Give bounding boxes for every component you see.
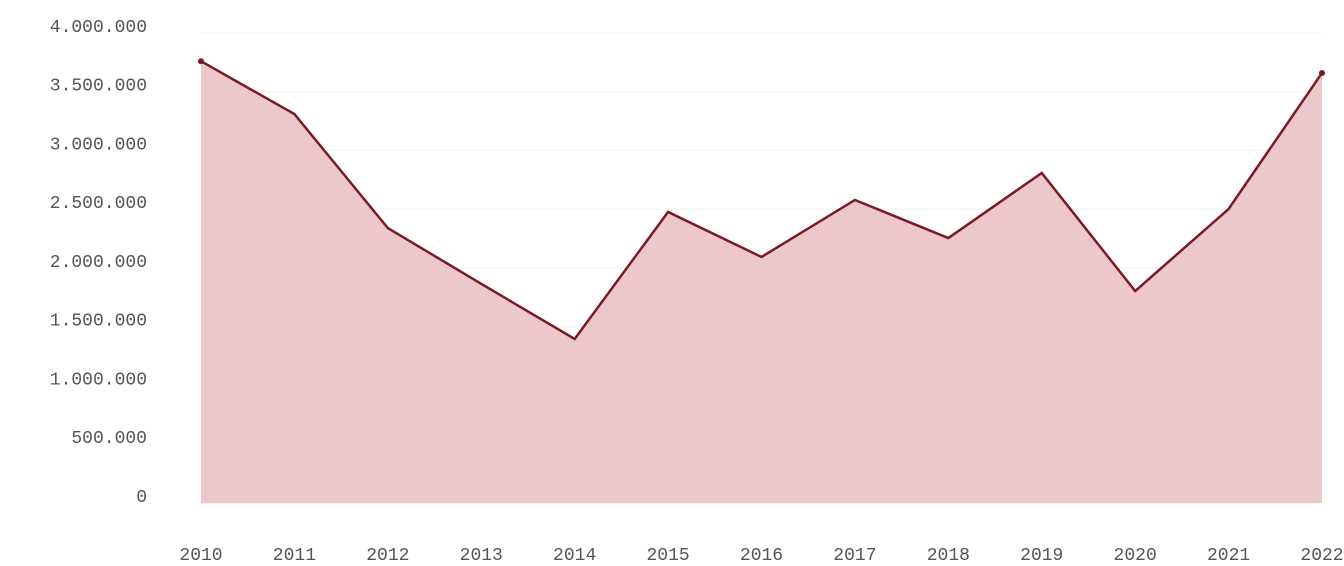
x-tick-label: 2020 — [1114, 546, 1157, 566]
x-tick-label: 2022 — [1300, 546, 1343, 566]
y-tick-label: 1.000.000 — [50, 370, 147, 390]
y-tick-label: 500.000 — [71, 429, 147, 449]
x-tick-label: 2013 — [460, 546, 503, 566]
area-fill — [201, 61, 1322, 503]
y-tick-label: 2.500.000 — [50, 194, 147, 214]
y-tick-label: 3.000.000 — [50, 135, 147, 155]
x-tick-label: 2021 — [1207, 546, 1250, 566]
line — [200, 60, 1324, 341]
x-tick-label: 2012 — [366, 546, 409, 566]
y-tick-label: 3.500.000 — [50, 77, 147, 97]
point-marker — [198, 58, 204, 65]
y-tick-label: 1.500.000 — [50, 312, 147, 332]
x-tick-label: 2017 — [833, 546, 876, 566]
x-tick-label: 2019 — [1020, 546, 1063, 566]
y-tick-label: 2.000.000 — [50, 253, 147, 273]
x-tick-label: 2015 — [646, 546, 689, 566]
x-tick-label: 2010 — [179, 546, 222, 566]
x-tick-label: 2016 — [740, 546, 783, 566]
point-marker — [1319, 69, 1325, 76]
y-tick-label: 0 — [136, 488, 147, 508]
y-tick-label: 4.000.000 — [50, 18, 147, 38]
x-tick-label: 2011 — [273, 546, 316, 566]
x-tick-label: 2018 — [927, 546, 970, 566]
x-tick-label: 2014 — [553, 546, 596, 566]
